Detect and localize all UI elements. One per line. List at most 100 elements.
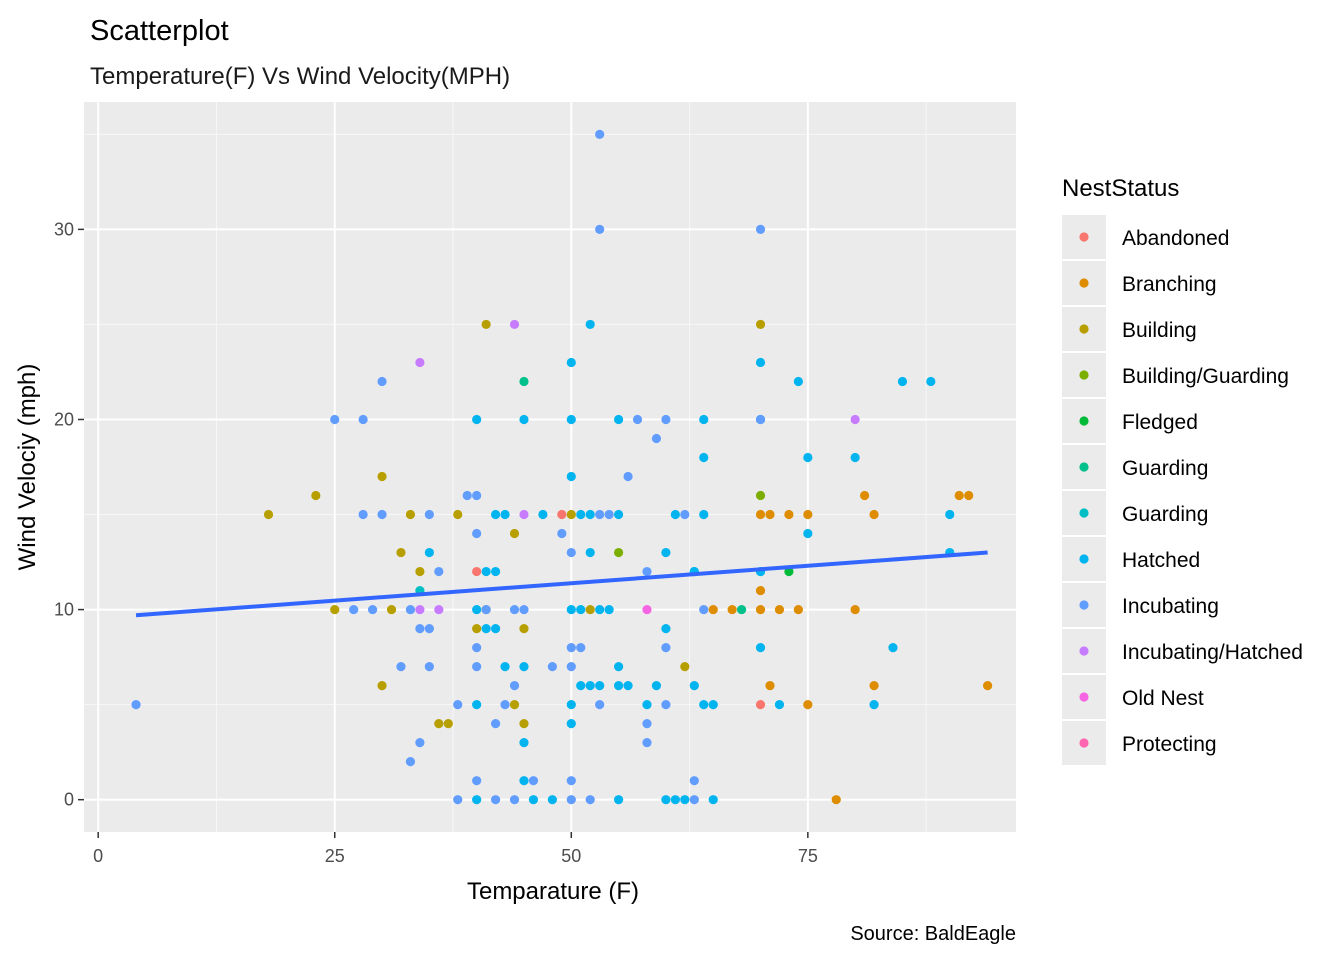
data-point: [415, 623, 425, 634]
data-point: [566, 700, 576, 710]
data-point: [566, 414, 576, 425]
data-point: [500, 509, 510, 520]
legend-key-point: [1079, 416, 1089, 426]
x-axis-title: Temparature (F): [467, 878, 639, 905]
data-point: [689, 795, 699, 805]
data-point: [490, 566, 501, 577]
data-point: [500, 662, 510, 672]
data-point: [604, 604, 614, 615]
data-point: [613, 414, 624, 425]
legend: NestStatus Abandoned Branching Building Bui…: [1062, 175, 1303, 765]
legend-label: Incubating/Hatched: [1122, 641, 1303, 664]
data-point: [566, 662, 576, 672]
grid-minor: [84, 102, 1016, 832]
data-point: [519, 719, 529, 729]
data-point: [850, 452, 860, 463]
legend-label: Building/Guarding: [1122, 365, 1289, 388]
data-point: [576, 642, 586, 653]
data-point: [651, 433, 662, 444]
data-point: [708, 795, 718, 805]
data-point: [377, 471, 387, 482]
data-point: [519, 738, 529, 748]
data-point: [576, 604, 586, 615]
data-point: [509, 604, 520, 615]
data-point: [888, 642, 898, 653]
y-tick-label: 10: [54, 600, 74, 620]
data-point: [632, 414, 643, 425]
data-point: [850, 604, 860, 615]
data-point: [424, 547, 434, 558]
data-point: [793, 376, 803, 387]
legend-label: Hatched: [1122, 549, 1200, 572]
data-point: [566, 776, 576, 786]
data-point: [926, 376, 936, 387]
data-point: [755, 509, 766, 520]
data-point: [765, 509, 775, 520]
data-point: [661, 795, 671, 805]
data-point: [661, 642, 671, 653]
data-point: [613, 681, 624, 691]
data-point: [613, 547, 624, 558]
data-point: [595, 681, 605, 691]
data-point: [755, 700, 766, 710]
data-point: [642, 738, 652, 748]
data-point: [330, 604, 340, 615]
data-point: [462, 490, 472, 501]
data-point: [472, 566, 482, 577]
data-point: [585, 319, 595, 330]
data-point: [566, 719, 576, 729]
data-point: [595, 700, 605, 710]
data-point: [472, 662, 482, 672]
data-point: [472, 700, 482, 710]
data-point: [481, 623, 491, 634]
data-point: [547, 795, 557, 805]
data-point: [699, 452, 709, 463]
y-axis-title: Wind Velociy (mph): [14, 364, 41, 571]
legend-label: Old Nest: [1122, 687, 1204, 710]
data-point: [755, 585, 766, 596]
data-point: [415, 357, 425, 368]
legend-key-point: [1079, 692, 1089, 702]
data-point: [613, 795, 624, 805]
legend-label: Fledged: [1122, 411, 1198, 434]
legend-entries: Abandoned Branching Building Building/Guard…: [1062, 215, 1303, 765]
legend-key-point: [1079, 646, 1089, 656]
data-point: [519, 776, 529, 786]
data-point: [803, 700, 813, 710]
data-point: [386, 604, 397, 615]
legend-entry: Guarding: [1062, 445, 1208, 489]
chart-caption: Source: BaldEagle: [850, 923, 1016, 945]
legend-label: Protecting: [1122, 733, 1217, 756]
data-point: [680, 795, 690, 805]
data-point: [519, 376, 529, 387]
legend-entry: Fledged: [1062, 399, 1198, 443]
data-point: [699, 604, 709, 615]
data-point: [434, 566, 444, 577]
data-point: [424, 509, 434, 520]
legend-key-point: [1079, 600, 1089, 610]
trend-line: [135, 550, 988, 618]
data-point: [377, 681, 387, 691]
data-point: [349, 604, 359, 615]
data-point: [472, 528, 482, 539]
data-point: [472, 623, 482, 634]
data-point: [519, 662, 529, 672]
data-point: [661, 414, 671, 425]
legend-title: NestStatus: [1062, 175, 1179, 202]
data-point: [453, 795, 463, 805]
data-point: [490, 795, 501, 805]
data-point: [585, 547, 595, 558]
data-point: [642, 566, 652, 577]
data-point: [803, 452, 813, 463]
legend-key-point: [1079, 324, 1089, 334]
data-point: [585, 681, 595, 691]
data-point: [481, 319, 491, 330]
data-point: [415, 566, 425, 577]
data-point: [481, 604, 491, 615]
data-point: [472, 776, 482, 786]
data-point: [983, 681, 993, 691]
data-point: [595, 509, 605, 520]
data-point: [519, 509, 529, 520]
data-point: [661, 547, 671, 558]
x-tick-label: 25: [325, 846, 345, 866]
